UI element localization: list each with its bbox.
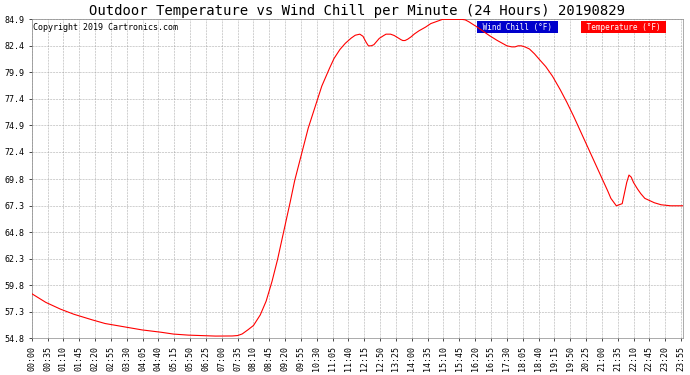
Text: Copyright 2019 Cartronics.com: Copyright 2019 Cartronics.com xyxy=(33,22,178,32)
Text: Temperature (°F): Temperature (°F) xyxy=(582,22,665,32)
Title: Outdoor Temperature vs Wind Chill per Minute (24 Hours) 20190829: Outdoor Temperature vs Wind Chill per Mi… xyxy=(89,4,625,18)
Text: Wind Chill (°F): Wind Chill (°F) xyxy=(477,22,556,32)
